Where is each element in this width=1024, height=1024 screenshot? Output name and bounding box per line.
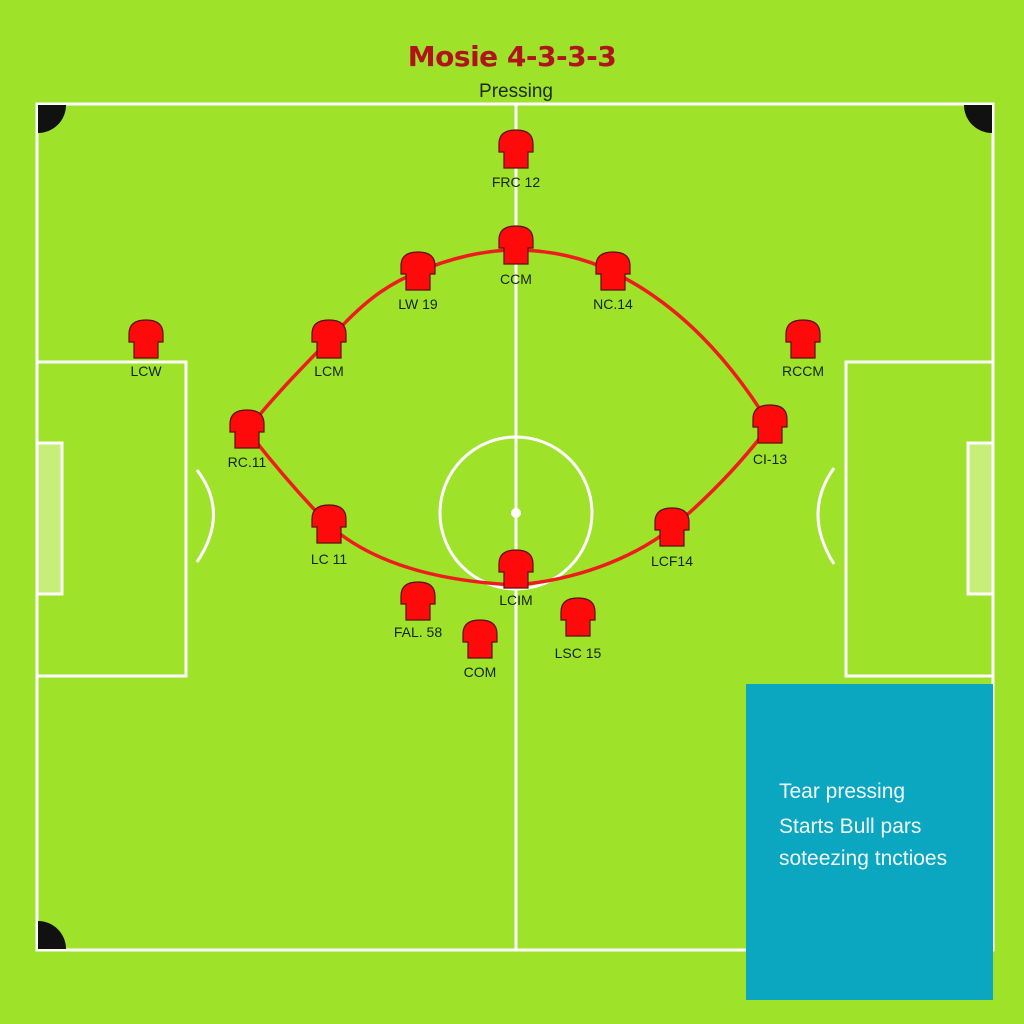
player-label: FAL. 58	[393, 624, 443, 640]
center-circle	[438, 435, 594, 591]
info-line: soteezing tnctioes	[779, 847, 948, 870]
jersey-icon	[311, 504, 347, 544]
jersey-icon	[752, 404, 788, 444]
player-label: COM	[463, 664, 497, 680]
player-label: FRC 12	[491, 174, 541, 190]
player-label: LW 19	[398, 296, 438, 312]
jersey-icon	[400, 251, 436, 291]
pressing-line	[244, 248, 773, 587]
jersey-icon	[498, 225, 534, 265]
info-line: Starts Bull pars	[779, 815, 922, 838]
player-label: LC 11	[310, 551, 348, 567]
jersey-icon	[311, 319, 347, 359]
left-penalty-arc	[195, 469, 215, 563]
jersey-icon	[560, 597, 596, 637]
page-title: Mosie 4-3-3-3	[407, 40, 617, 73]
corner-bottom-left	[38, 921, 66, 949]
player-label: CCM	[500, 271, 532, 287]
player-label: CI-13	[752, 451, 788, 467]
info-box: Tear pressing Starts Bull pars soteezing…	[746, 684, 993, 1000]
player-label: LCIM	[499, 592, 533, 608]
jersey-icon	[498, 129, 534, 169]
corner-top-left	[38, 105, 66, 133]
jersey-icon	[128, 319, 164, 359]
jersey-icon	[785, 319, 821, 359]
player-label: NC.14	[593, 296, 633, 312]
player-label: LCW	[130, 363, 162, 379]
page-subtitle: Pressing	[479, 81, 553, 102]
jersey-icon	[462, 619, 498, 659]
left-goal-area	[35, 441, 64, 596]
player-label: LCM	[314, 363, 344, 379]
right-penalty-arc	[816, 467, 836, 565]
corner-top-right	[964, 105, 992, 133]
player-label: RC.11	[227, 454, 267, 470]
jersey-icon	[595, 251, 631, 291]
player-label: LCF14	[650, 553, 694, 569]
player-label: RCCM	[782, 363, 824, 379]
jersey-icon	[400, 581, 436, 621]
info-line: Tear pressing	[779, 780, 906, 803]
jersey-icon	[498, 549, 534, 589]
center-spot	[511, 508, 521, 518]
player-label: LSC 15	[554, 645, 602, 661]
jersey-icon	[654, 507, 690, 547]
right-goal-area	[966, 441, 995, 596]
jersey-icon	[229, 409, 265, 449]
